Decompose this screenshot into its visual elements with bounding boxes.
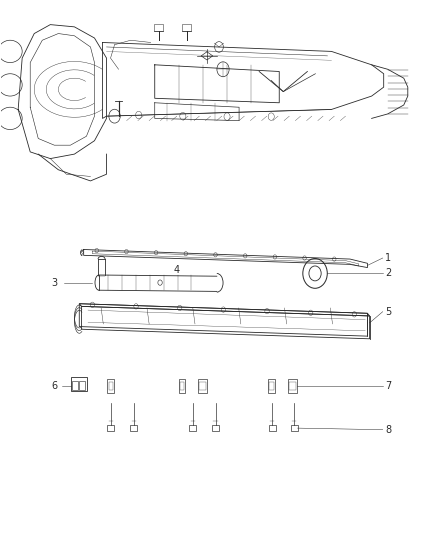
Text: 7: 7 <box>385 381 391 391</box>
Text: 8: 8 <box>385 425 391 435</box>
Text: 3: 3 <box>51 278 57 288</box>
Text: 4: 4 <box>173 265 179 274</box>
Text: 2: 2 <box>385 269 391 278</box>
Text: 5: 5 <box>385 306 391 317</box>
Text: 6: 6 <box>51 381 57 391</box>
Text: 1: 1 <box>385 253 391 263</box>
